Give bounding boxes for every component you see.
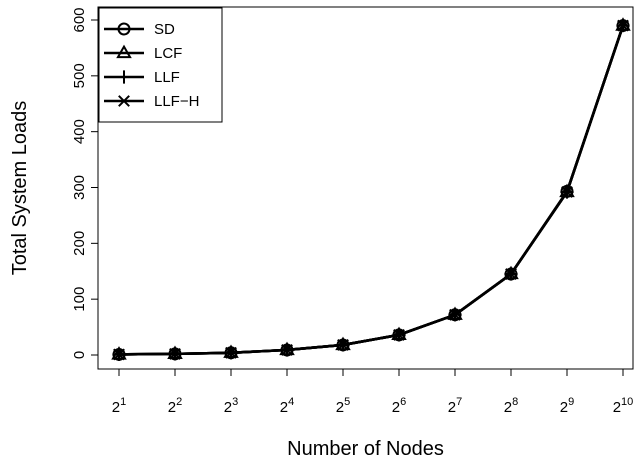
data-point: [337, 339, 349, 351]
x-tick-label: 26: [392, 396, 406, 416]
data-point: [561, 186, 573, 198]
legend-label: SD: [154, 21, 175, 38]
legend-marker: [116, 44, 132, 59]
legend-label: LLF−H: [154, 93, 199, 110]
data-point: [617, 19, 629, 32]
y-axis-title: Total System Loads: [9, 101, 31, 276]
legend-label: LCF: [154, 45, 182, 62]
legend-marker: [117, 70, 131, 84]
y-tick-label: 400: [71, 119, 88, 144]
data-point: [505, 268, 517, 280]
data-point: [449, 308, 461, 321]
x-tick-label: 24: [280, 396, 294, 416]
y-tick-label: 200: [71, 231, 88, 256]
x-tick-label: 23: [224, 396, 238, 416]
x-tick-label: 29: [560, 396, 574, 416]
x-axis-title: Number of Nodes: [287, 438, 444, 460]
y-tick-label: 0: [71, 351, 88, 359]
legend-marker: [118, 95, 130, 107]
data-point: [281, 344, 293, 356]
y-tick-label: 300: [71, 175, 88, 200]
y-tick-label: 500: [71, 63, 88, 88]
legend: SD LCF LLF LLF−H: [98, 7, 223, 123]
data-point: [393, 328, 405, 341]
series-line: [118, 25, 625, 356]
y-tick-label: 100: [71, 287, 88, 312]
x-tick-label: 22: [168, 396, 182, 416]
data-point: [225, 346, 237, 359]
x-tick-label: 21: [112, 396, 126, 416]
plot-area: 0 100 200 300 400 500 600 21 22 23 24 25 26 27 28 29 210: [71, 6, 634, 416]
y-tick-label: 600: [71, 7, 88, 32]
data-point: [113, 348, 125, 361]
data-point: [169, 347, 181, 360]
x-tick-label: 25: [336, 396, 350, 416]
x-tick-label: 27: [448, 396, 462, 416]
legend-marker: [117, 22, 131, 36]
x-tick-label: 210: [613, 396, 634, 416]
x-tick-label: 28: [504, 396, 518, 416]
legend-label: LLF: [154, 69, 180, 86]
